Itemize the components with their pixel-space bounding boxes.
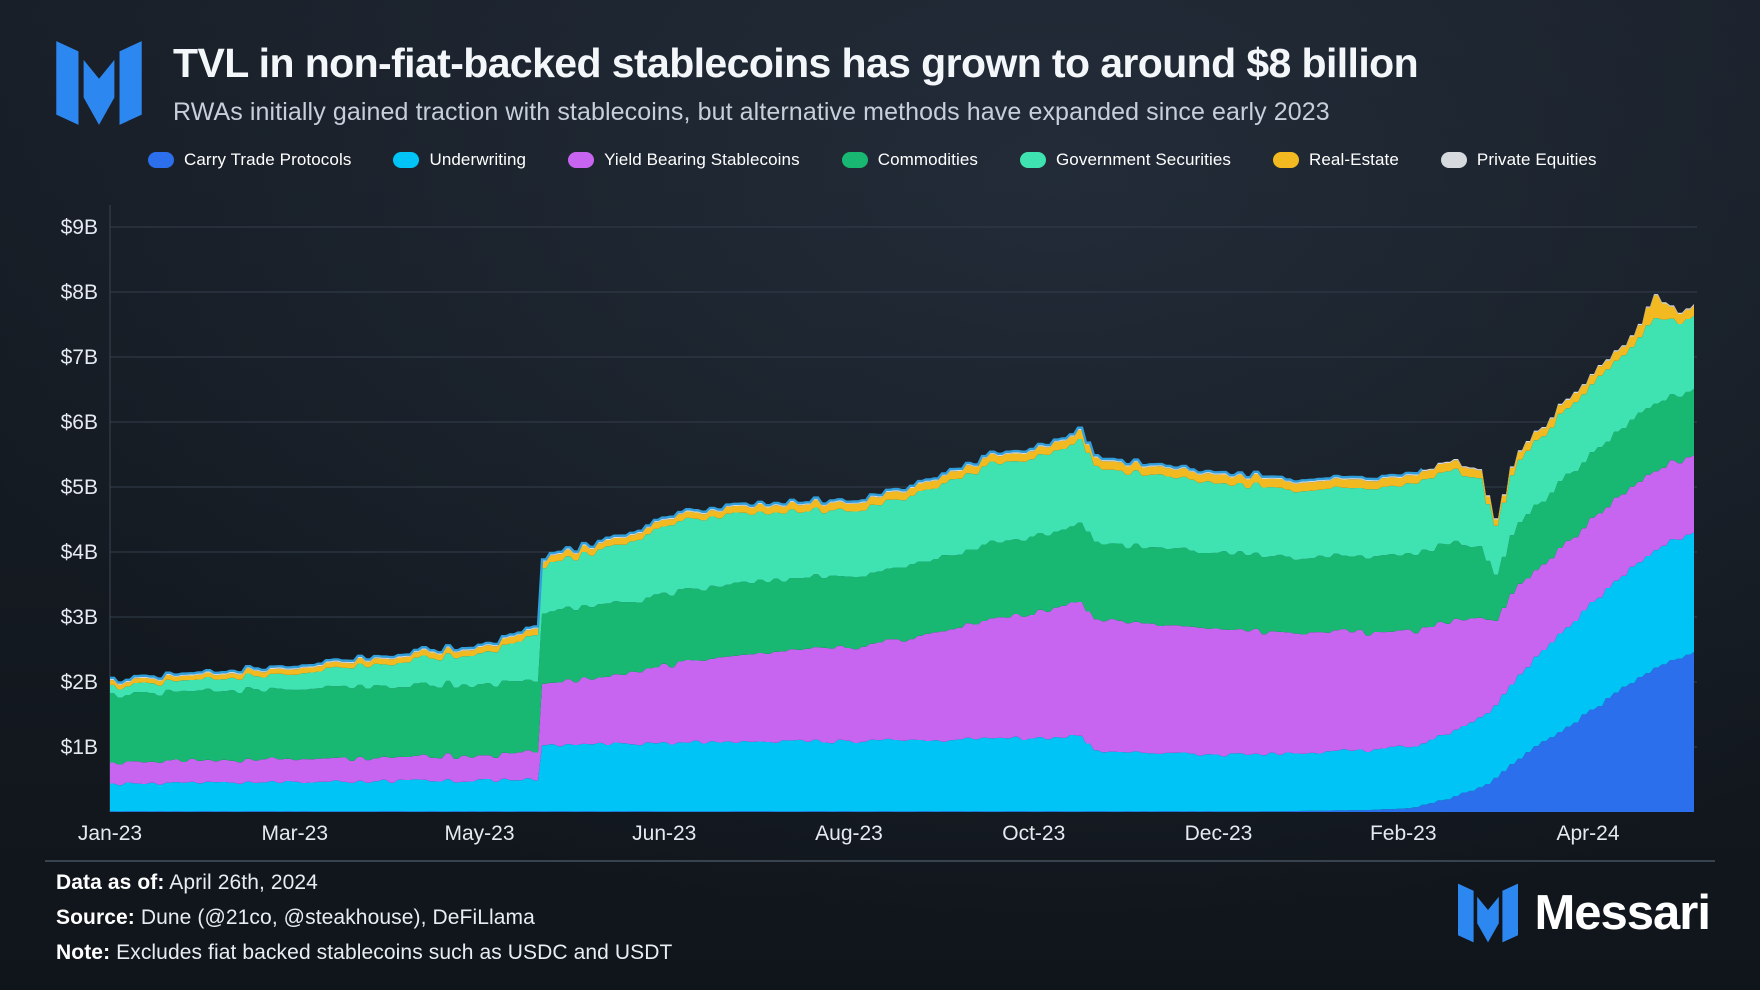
legend-item-underwriting: Underwriting: [393, 150, 526, 170]
legend-item-yield-bearing-stablecoins: Yield Bearing Stablecoins: [568, 150, 800, 170]
data-as-of-value: April 26th, 2024: [169, 871, 318, 894]
legend-item-government-securities: Government Securities: [1019, 150, 1231, 170]
messari-wordmark-icon: [1458, 883, 1519, 943]
data-as-of-line: Data as of: April 26th, 2024: [56, 871, 672, 895]
legend-swatch-yield-bearing-stablecoins: [568, 152, 595, 168]
area-series-government-securities: [110, 315, 1694, 698]
y-axis-label-8B: $8B: [61, 281, 98, 304]
data-as-of-label: Data as of:: [56, 871, 165, 894]
source-label: Source:: [56, 906, 135, 929]
note-label: Note:: [56, 941, 111, 964]
footer-divider: [45, 860, 1715, 862]
source-value: Dune (@21co, @steakhouse), DeFiLlama: [140, 906, 535, 929]
legend-item-commodities: Commodities: [841, 150, 978, 170]
legend-item-carry-trade-protocols: Carry Trade Protocols: [148, 150, 351, 170]
area-series-carry-trade-protocols: [110, 651, 1694, 812]
chart-legend: Carry Trade Protocols Underwriting Yield B…: [148, 150, 1597, 170]
legend-label-real-estate: Real-Estate: [1309, 150, 1399, 169]
legend-swatch-carry-trade-protocols: [148, 152, 174, 168]
legend-swatch-commodities: [841, 152, 868, 168]
page-subtitle: RWAs initially gained traction with stab…: [173, 98, 1330, 126]
page-title: TVL in non-fiat-backed stablecoins has g…: [173, 40, 1419, 86]
legend-label-underwriting: Underwriting: [429, 150, 527, 169]
y-axis-label-4B: $4B: [61, 541, 98, 564]
y-axis-label-7B: $7B: [61, 346, 98, 369]
legend-swatch-underwriting: [393, 152, 420, 168]
legend-item-real-estate: Real-Estate: [1273, 150, 1399, 170]
x-axis-label-Feb-23: Feb-23: [1370, 822, 1437, 845]
area-series-commodities: [110, 388, 1694, 765]
area-series-yield-bearing-stablecoins: [110, 455, 1694, 786]
tvl-stacked-area-chart: $9B $8B $7B $6B $5B $4B $3B $2B $1B Jan-23 Mar-23 M…: [61, 205, 1697, 845]
legend-label-carry-trade-protocols: Carry Trade Protocols: [184, 150, 352, 169]
legend-label-commodities: Commodities: [877, 150, 978, 169]
x-axis-label-Jan-23: Jan-23: [78, 822, 142, 845]
header: TVL in non-fiat-backed stablecoins has g…: [55, 36, 1419, 130]
x-axis-label-May-23: May-23: [444, 822, 514, 845]
note-line: Note: Excludes fiat backed stablecoins s…: [56, 941, 672, 965]
x-axis-label-Dec-23: Dec-23: [1185, 822, 1253, 845]
legend-item-private-equities: Private Equities: [1440, 150, 1597, 170]
legend-label-private-equities: Private Equities: [1476, 150, 1597, 169]
legend-swatch-government-securities: [1019, 152, 1046, 168]
area-series-underwriting: [110, 532, 1694, 812]
brandmark: Messari: [1458, 880, 1711, 946]
legend-swatch-private-equities: [1440, 152, 1467, 168]
brand-wordmark-text: Messari: [1534, 886, 1711, 940]
legend-label-government-securities: Government Securities: [1055, 150, 1231, 169]
x-axis-label-Oct-23: Oct-23: [1002, 822, 1065, 845]
note-value: Excludes fiat backed stablecoins such as…: [116, 941, 673, 964]
y-axis-label-5B: $5B: [61, 476, 98, 499]
y-axis-label-1B: $1B: [61, 736, 98, 759]
y-axis-label-6B: $6B: [61, 411, 98, 434]
source-line: Source: Dune (@21co, @steakhouse), DeFiL…: [56, 906, 672, 930]
x-axis-label-Apr-24: Apr-24: [1556, 822, 1619, 845]
y-axis-label-2B: $2B: [61, 671, 98, 694]
y-axis-label-9B: $9B: [61, 216, 98, 239]
stack-top-stroke: [110, 426, 1423, 684]
y-axis-label-3B: $3B: [61, 606, 98, 629]
messari-logo-icon: [56, 41, 142, 125]
x-axis-label-Jun-23: Jun-23: [632, 822, 696, 845]
legend-swatch-real-estate: [1273, 152, 1299, 168]
x-axis-label-Aug-23: Aug-23: [815, 822, 883, 845]
x-axis-label-Mar-23: Mar-23: [261, 822, 328, 845]
legend-label-yield-bearing-stablecoins: Yield Bearing Stablecoins: [604, 150, 800, 169]
